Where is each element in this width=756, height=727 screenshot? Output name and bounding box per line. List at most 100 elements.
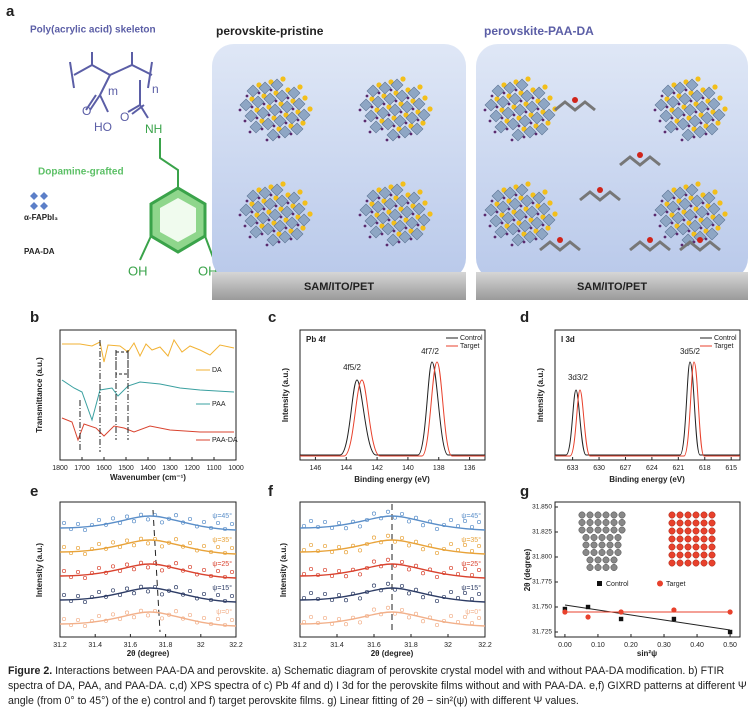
iodide [507, 102, 511, 106]
x-tick-label: 615 [725, 465, 737, 472]
data-point [145, 613, 151, 618]
x-tick-label: 630 [593, 465, 605, 472]
iodide [711, 223, 715, 227]
polygon [160, 198, 196, 242]
iodide [399, 110, 403, 114]
psi-label: ψ=35° [212, 536, 232, 544]
iodide [493, 130, 497, 134]
atom [594, 564, 602, 571]
octahedron [290, 122, 304, 136]
iodide [490, 199, 494, 203]
text: PAA-DA [24, 247, 55, 256]
iodide [291, 212, 295, 216]
data-point [413, 515, 419, 520]
data-point [61, 616, 67, 622]
data-point [469, 524, 475, 530]
atom [668, 535, 676, 543]
iodide [296, 118, 300, 122]
icon [40, 202, 48, 210]
atom [692, 543, 700, 551]
data-point [131, 519, 137, 524]
octahedron [523, 125, 537, 139]
octahedron [378, 81, 392, 95]
atom [602, 519, 610, 526]
data-point [427, 567, 433, 572]
data-point [322, 591, 328, 597]
iodide [663, 235, 667, 239]
iodide [380, 232, 384, 236]
iodide [365, 94, 369, 98]
atom [618, 519, 626, 526]
cation [297, 189, 303, 195]
data-point [329, 525, 335, 531]
iodide [517, 229, 521, 233]
octahedron [390, 183, 404, 197]
data-point [441, 570, 447, 576]
octahedron [523, 230, 537, 244]
psi-label: ψ=15° [212, 584, 232, 592]
iodide [238, 108, 242, 112]
octahedron [494, 120, 508, 134]
octahedron [690, 194, 704, 208]
iodide [385, 243, 389, 247]
text: Binding energy (eV) [609, 475, 685, 484]
octahedron [398, 125, 412, 139]
atom [618, 511, 626, 519]
data-point [399, 535, 405, 541]
iodide [675, 127, 679, 131]
iodide [522, 240, 526, 244]
iodide [269, 88, 273, 92]
text: NH [145, 122, 162, 136]
iodide [660, 199, 664, 203]
atom [692, 511, 700, 519]
octahedron [256, 106, 270, 120]
atom [708, 519, 716, 527]
cation [420, 120, 426, 126]
data-point [385, 509, 391, 514]
cation [552, 211, 558, 217]
text: Intensity (a.u.) [536, 368, 545, 423]
iodide [522, 135, 526, 139]
psi-label: ψ=15° [461, 584, 481, 592]
iodide [711, 118, 715, 122]
atom [700, 551, 708, 559]
x-tick-label: 1300 [162, 465, 178, 472]
data-point [476, 519, 482, 525]
iodide [392, 229, 396, 233]
octahedron [707, 202, 721, 216]
data-point [124, 610, 130, 615]
data-point [96, 613, 102, 619]
iodide [680, 243, 684, 247]
iodide [670, 116, 674, 120]
data-point [476, 615, 482, 621]
atom [692, 551, 700, 559]
data-point [138, 560, 144, 565]
octahedron [515, 183, 529, 197]
iodide [653, 108, 657, 112]
octahedron [685, 183, 699, 197]
data-point [159, 544, 165, 549]
data-point [406, 519, 412, 524]
cation [542, 189, 548, 195]
data-point [82, 623, 88, 629]
iodide [368, 130, 372, 134]
iodide [286, 96, 290, 100]
iodide [524, 215, 528, 219]
atom [668, 511, 676, 519]
text: 2θ (degree) [371, 649, 414, 658]
data-point [315, 596, 321, 602]
data-point [406, 543, 412, 548]
atom [586, 519, 594, 526]
data-point [727, 609, 733, 615]
data-point [427, 591, 433, 596]
x-tick-label: 31.2 [53, 642, 67, 649]
data-point [68, 622, 74, 628]
data-point [462, 566, 468, 572]
data-point [82, 527, 88, 533]
data-point [357, 572, 363, 577]
data-point [378, 540, 384, 545]
text: Pb 4f [306, 335, 326, 344]
data-point [166, 612, 172, 617]
x-tick-label: 1200 [184, 465, 200, 472]
octahedron [671, 106, 685, 120]
